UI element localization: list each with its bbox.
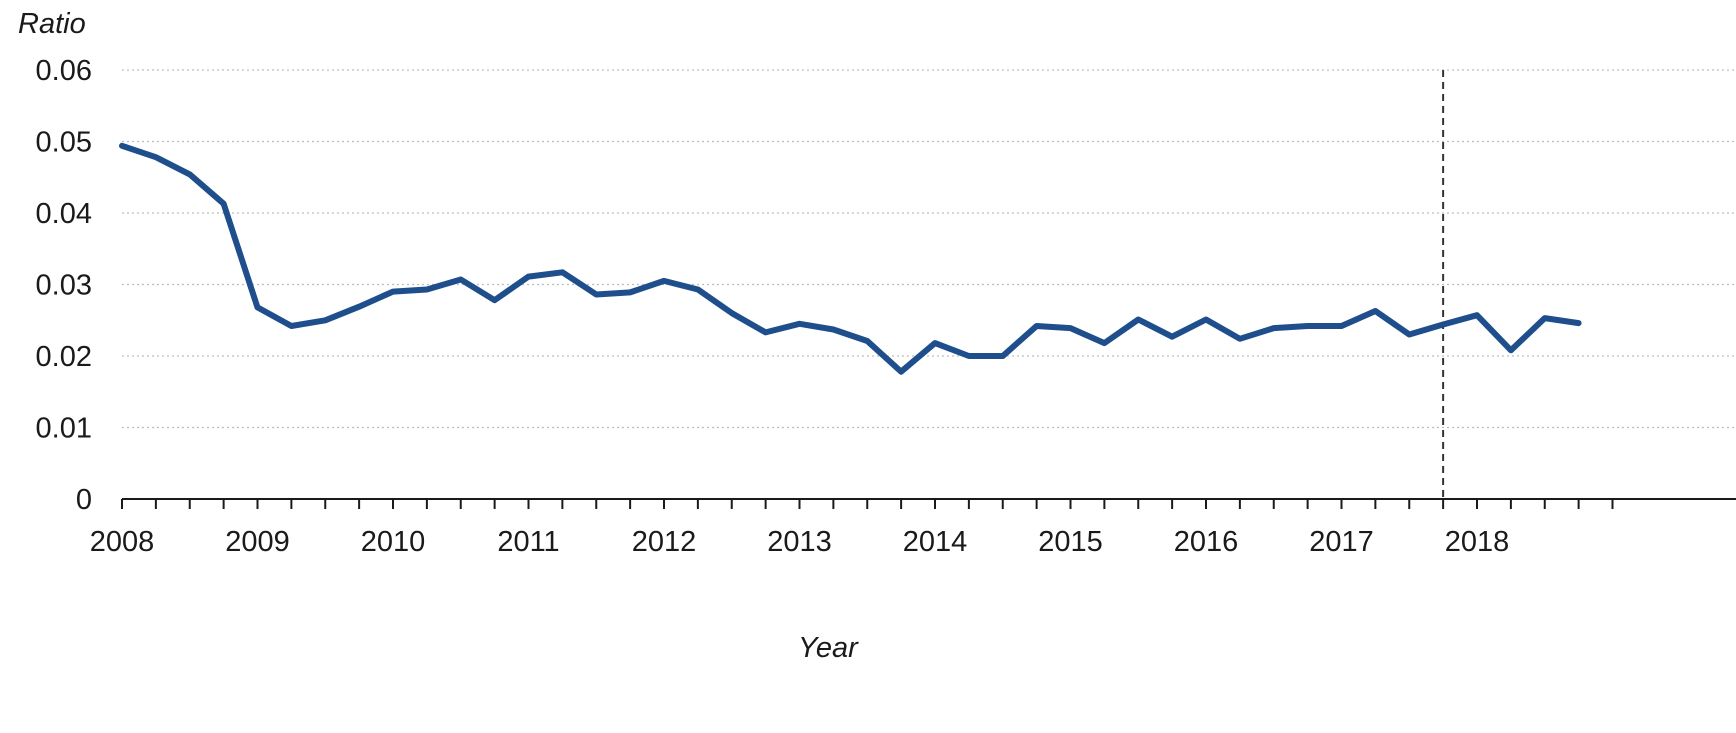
y-tick-label: 0 bbox=[76, 484, 92, 516]
x-tick-label: 2013 bbox=[767, 526, 832, 558]
x-tick-labels: 2008 2009 2010 2011 2012 2013 2014 2015 2016 2017… bbox=[90, 526, 1510, 558]
y-tick-label: 0.06 bbox=[36, 55, 92, 87]
y-axis-title: Ratio bbox=[18, 8, 86, 40]
x-tick-label: 2011 bbox=[497, 526, 559, 558]
x-tick-label: 2014 bbox=[903, 526, 968, 558]
x-tick-label: 2017 bbox=[1309, 526, 1374, 558]
x-tick-label: 2008 bbox=[90, 526, 155, 558]
x-tick-label: 2016 bbox=[1174, 526, 1239, 558]
y-tick-label: 0.04 bbox=[36, 198, 92, 230]
x-tick-label: 2010 bbox=[361, 526, 426, 558]
y-tick-label: 0.05 bbox=[36, 127, 92, 159]
x-axis-title: Year bbox=[798, 632, 859, 664]
series-line bbox=[119, 142, 1582, 375]
x-tick-label: 2018 bbox=[1445, 526, 1510, 558]
y-tick-label: 0.02 bbox=[36, 341, 92, 373]
x-tick-label: 2009 bbox=[225, 526, 290, 558]
x-tick-label: 2012 bbox=[632, 526, 697, 558]
y-tick-label: 0.01 bbox=[36, 413, 92, 445]
series-layer bbox=[119, 142, 1582, 375]
gridlines bbox=[122, 69, 1736, 429]
y-tick-label: 0.03 bbox=[36, 270, 92, 302]
x-tick-label: 2015 bbox=[1038, 526, 1103, 558]
y-tick-labels: 0 0.01 0.02 0.03 0.04 0.05 0.06 bbox=[36, 55, 92, 516]
axes bbox=[121, 498, 1736, 509]
